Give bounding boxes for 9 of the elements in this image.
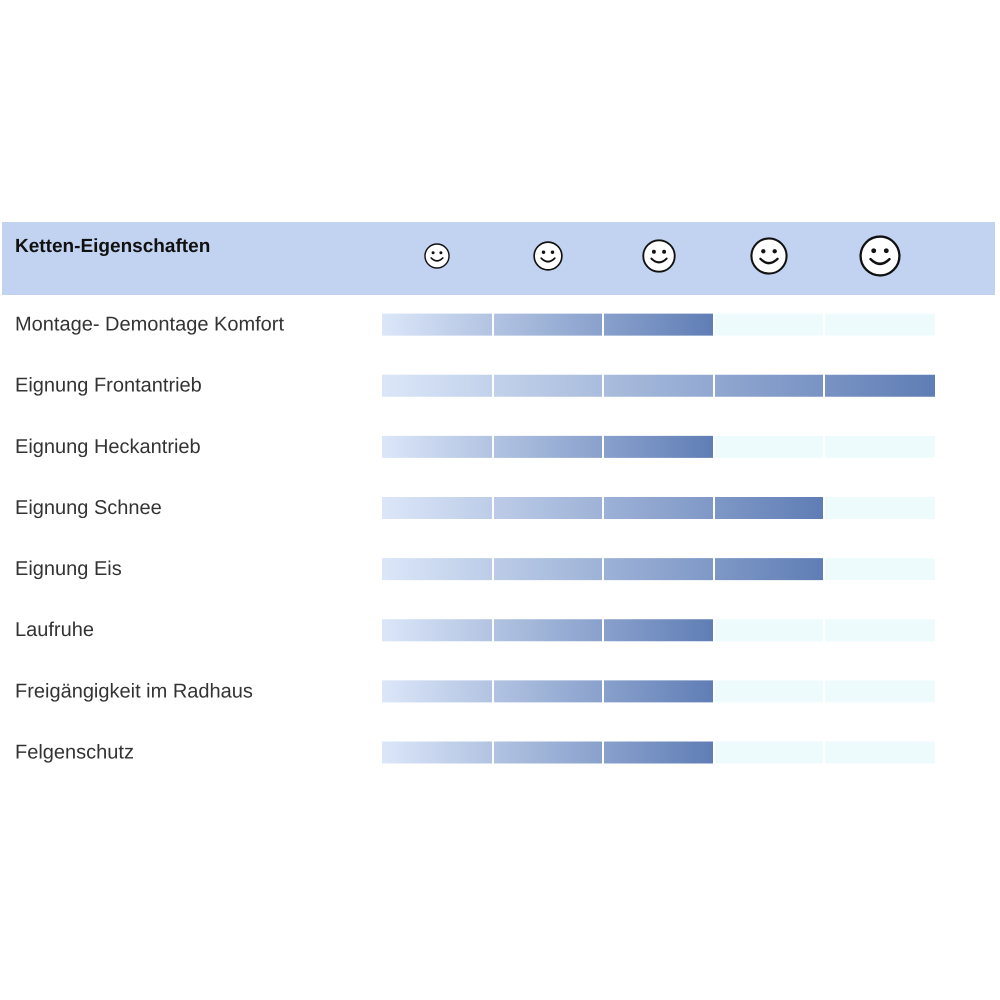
y-tick-label: Eignung Heckantrieb bbox=[15, 436, 201, 458]
y-tick-label: Eignung Schnee bbox=[15, 496, 162, 519]
y-tick-label: Eignung Frontantrieb bbox=[15, 374, 202, 397]
y-tick-label: Freigängigkeit im Radhaus bbox=[15, 680, 253, 702]
y-tick-label: Montage- Demontage Komfort bbox=[15, 314, 284, 336]
text: Ketten-Eigenschaften bbox=[15, 236, 210, 258]
y-tick-label: Laufruhe bbox=[15, 619, 94, 642]
y-tick-label: Felgenschutz bbox=[15, 741, 134, 764]
y-tick-label: Eignung Eis bbox=[15, 558, 122, 580]
